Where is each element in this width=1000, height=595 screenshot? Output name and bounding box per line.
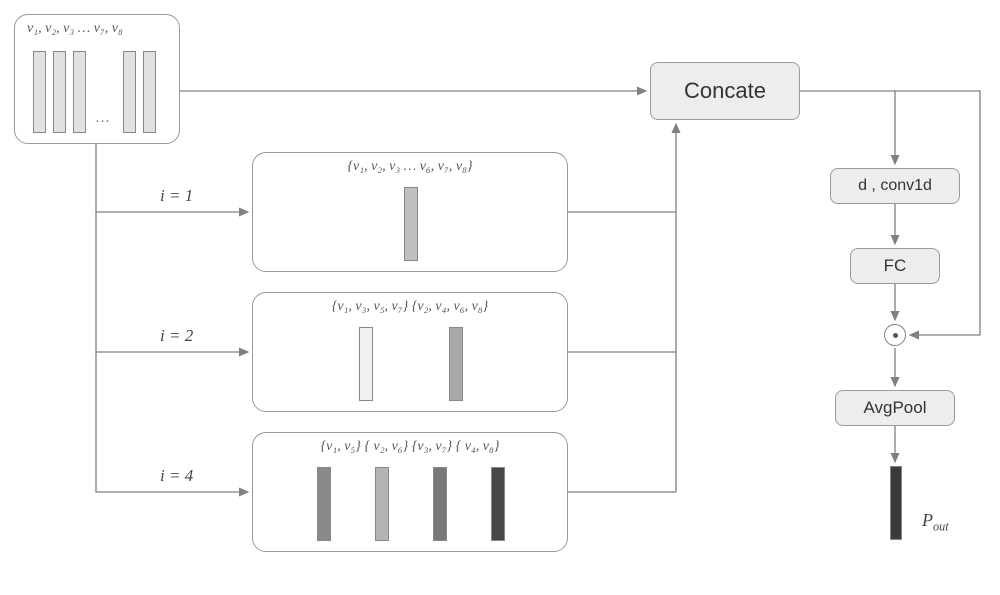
input-bar — [53, 51, 66, 133]
feature-bar — [404, 187, 418, 261]
concate-op: Concate — [650, 62, 800, 120]
input-bar — [33, 51, 46, 133]
branch-box-2: {v₁, v₃, v₅, v₇} {v₂, v₄, v₆, v₈} — [252, 292, 568, 412]
input-bar — [143, 51, 156, 133]
input-bar — [73, 51, 86, 133]
input-bar — [123, 51, 136, 133]
feature-bar — [317, 467, 331, 541]
output-bar — [890, 466, 902, 540]
branch-caption: {v₁, v₃, v₅, v₇} {v₂, v₄, v₆, v₈} — [253, 299, 567, 315]
fc-op: FC — [850, 248, 940, 284]
feature-bar — [375, 467, 389, 541]
edge-label-i2: i = 2 — [160, 326, 193, 346]
branch-box-3: {v₁, v₅} { v₂, v₆} {v₃, v₇} { v₄, v₈} — [252, 432, 568, 552]
elementwise-mul-op — [884, 324, 906, 346]
input-ellipsis: … — [95, 110, 110, 127]
dot-icon — [893, 333, 898, 338]
input-caption: v₁, v₂, v₃ … v₇, v₈ — [27, 21, 123, 37]
edge-label-i1: i = 1 — [160, 186, 193, 206]
branch-caption: {v₁, v₂, v₃ … v₆, v₇, v₈} — [253, 159, 567, 175]
feature-bar — [433, 467, 447, 541]
conv1d-op: d , conv1d — [830, 168, 960, 204]
edge-label-i4: i = 4 — [160, 466, 193, 486]
feature-bar — [491, 467, 505, 541]
branch-caption: {v₁, v₅} { v₂, v₆} {v₃, v₇} { v₄, v₈} — [253, 439, 567, 455]
avgpool-op: AvgPool — [835, 390, 955, 426]
branch-box-1: {v₁, v₂, v₃ … v₆, v₇, v₈} — [252, 152, 568, 272]
output-label: Pout — [922, 510, 949, 535]
input-box: v₁, v₂, v₃ … v₇, v₈ … — [14, 14, 180, 144]
feature-bar — [359, 327, 373, 401]
feature-bar — [449, 327, 463, 401]
